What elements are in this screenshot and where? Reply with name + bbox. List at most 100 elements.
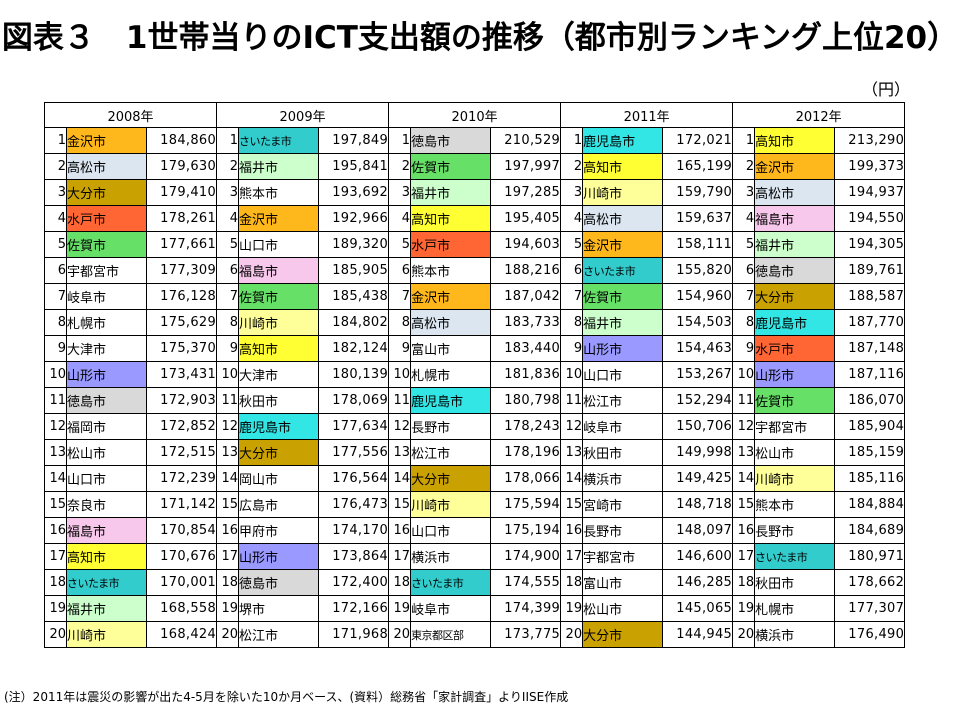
rank-cell: 18 bbox=[388, 569, 412, 596]
city-cell: 川崎市 bbox=[410, 491, 492, 518]
year-header-row: 2008年 2009年 2010年 2011年 2012年 bbox=[43, 102, 906, 128]
rank-cell: 15 bbox=[388, 491, 412, 518]
value-cell: 176,128 bbox=[145, 283, 218, 310]
rank-cell: 2 bbox=[732, 153, 756, 180]
city-cell: 金沢市 bbox=[238, 205, 320, 232]
city-cell: 札幌市 bbox=[66, 309, 147, 336]
city-cell: 福島市 bbox=[754, 205, 836, 232]
rank-cell: 5 bbox=[560, 231, 584, 258]
city-cell: 金沢市 bbox=[754, 153, 836, 180]
city-cell: 川崎市 bbox=[238, 309, 320, 336]
city-cell: 大分市 bbox=[582, 621, 664, 648]
rank-cell: 5 bbox=[44, 231, 67, 258]
value-cell: 174,170 bbox=[318, 517, 390, 544]
city-cell: 山口市 bbox=[410, 517, 492, 544]
rank-cell: 14 bbox=[44, 465, 67, 492]
city-cell: 奈良市 bbox=[66, 491, 147, 518]
rank-cell: 4 bbox=[560, 205, 584, 232]
rank-cell: 10 bbox=[44, 361, 67, 388]
rank-cell: 17 bbox=[388, 543, 412, 570]
city-cell: 山口市 bbox=[582, 361, 664, 388]
city-cell: 大津市 bbox=[66, 335, 147, 362]
rank-cell: 16 bbox=[560, 517, 584, 544]
city-cell: 横浜市 bbox=[410, 543, 492, 570]
city-cell: さいたま市 bbox=[754, 543, 836, 570]
value-cell: 174,399 bbox=[490, 595, 562, 622]
city-cell: 佐賀市 bbox=[582, 283, 664, 310]
rank-cell: 11 bbox=[216, 387, 240, 414]
rank-cell: 15 bbox=[44, 491, 67, 518]
city-cell: 松山市 bbox=[754, 439, 836, 466]
table-row: 1 金沢市 184,860 1 さいたま市 197,849 1 徳島市 210,529 1 鹿児島市… bbox=[44, 127, 906, 154]
value-cell: 149,425 bbox=[662, 465, 734, 492]
rank-cell: 9 bbox=[732, 335, 756, 362]
city-cell: 川崎市 bbox=[66, 621, 147, 648]
value-cell: 177,309 bbox=[145, 257, 218, 284]
table-row: 18 さいたま市 170,001 18 徳島市 172,400 18 さいたま市 174,555… bbox=[44, 569, 906, 596]
city-cell: 秋田市 bbox=[754, 569, 836, 596]
city-cell: 高松市 bbox=[582, 205, 664, 232]
value-cell: 177,556 bbox=[318, 439, 390, 466]
value-cell: 199,373 bbox=[834, 153, 906, 180]
value-cell: 189,320 bbox=[318, 231, 390, 258]
value-cell: 175,629 bbox=[145, 309, 218, 336]
rank-cell: 16 bbox=[732, 517, 756, 544]
value-cell: 179,410 bbox=[145, 179, 218, 206]
rank-cell: 3 bbox=[560, 179, 584, 206]
value-cell: 170,001 bbox=[145, 569, 218, 596]
footnote: (注）2011年は震災の影響が出た4-5月を除いた10か月ベース、(資料）総務省… bbox=[4, 690, 569, 704]
city-cell: 高知市 bbox=[582, 153, 664, 180]
value-cell: 170,676 bbox=[145, 543, 218, 570]
rank-cell: 17 bbox=[560, 543, 584, 570]
value-cell: 184,689 bbox=[834, 517, 906, 544]
value-cell: 168,558 bbox=[145, 595, 218, 622]
city-cell: さいたま市 bbox=[66, 569, 147, 596]
city-cell: 山口市 bbox=[66, 465, 147, 492]
city-cell: 山形市 bbox=[582, 335, 664, 362]
value-cell: 170,854 bbox=[145, 517, 218, 544]
rank-cell: 20 bbox=[216, 621, 240, 648]
city-cell: 高知市 bbox=[66, 543, 147, 570]
rank-cell: 13 bbox=[216, 439, 240, 466]
table-row: 8 札幌市 175,629 8 川崎市 184,802 8 高松市 183,733 8 福井市 154… bbox=[44, 309, 906, 336]
city-cell: 水戸市 bbox=[754, 335, 836, 362]
city-cell: 川崎市 bbox=[754, 465, 836, 492]
value-cell: 194,603 bbox=[490, 231, 562, 258]
rank-cell: 7 bbox=[216, 283, 240, 310]
city-cell: 水戸市 bbox=[410, 231, 492, 258]
city-cell: 福島市 bbox=[66, 517, 147, 544]
rank-cell: 7 bbox=[732, 283, 756, 310]
rank-cell: 6 bbox=[388, 257, 412, 284]
value-cell: 177,307 bbox=[834, 595, 906, 622]
value-cell: 187,042 bbox=[490, 283, 562, 310]
value-cell: 184,802 bbox=[318, 309, 390, 336]
table-row: 13 松山市 172,515 13 大分市 177,556 13 松江市 178,196 13 秋田… bbox=[44, 439, 906, 466]
rank-cell: 18 bbox=[560, 569, 584, 596]
value-cell: 180,971 bbox=[834, 543, 906, 570]
value-cell: 148,718 bbox=[662, 491, 734, 518]
table-row: 11 徳島市 172,903 11 秋田市 178,069 11 鹿児島市 180,798 11 松… bbox=[44, 387, 906, 414]
value-cell: 174,900 bbox=[490, 543, 562, 570]
rank-cell: 13 bbox=[732, 439, 756, 466]
value-cell: 159,637 bbox=[662, 205, 734, 232]
city-cell: 秋田市 bbox=[582, 439, 664, 466]
city-cell: さいたま市 bbox=[238, 127, 320, 154]
city-cell: 山形市 bbox=[66, 361, 147, 388]
value-cell: 176,473 bbox=[318, 491, 390, 518]
city-cell: 松江市 bbox=[238, 621, 320, 648]
value-cell: 183,440 bbox=[490, 335, 562, 362]
city-cell: 松山市 bbox=[582, 595, 664, 622]
city-cell: 鹿児島市 bbox=[410, 387, 492, 414]
rank-cell: 13 bbox=[44, 439, 67, 466]
city-cell: 長野市 bbox=[582, 517, 664, 544]
city-cell: 富山市 bbox=[582, 569, 664, 596]
rank-cell: 1 bbox=[216, 127, 240, 154]
city-cell: 宮崎市 bbox=[582, 491, 664, 518]
rank-cell: 19 bbox=[560, 595, 584, 622]
city-cell: さいたま市 bbox=[582, 257, 664, 284]
rank-cell: 1 bbox=[388, 127, 412, 154]
rank-cell: 10 bbox=[216, 361, 240, 388]
rank-cell: 14 bbox=[560, 465, 584, 492]
value-cell: 173,775 bbox=[490, 621, 562, 648]
value-cell: 175,370 bbox=[145, 335, 218, 362]
